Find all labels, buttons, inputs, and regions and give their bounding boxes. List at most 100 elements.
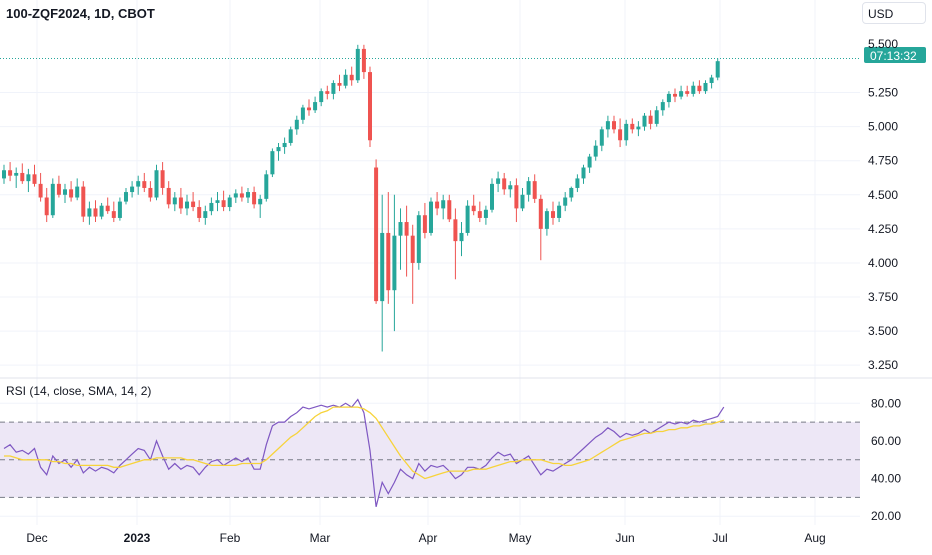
candle-body bbox=[300, 107, 305, 120]
price-tick-label: 4.750 bbox=[868, 154, 898, 168]
candle-body bbox=[282, 142, 287, 148]
candle-body bbox=[679, 91, 684, 97]
candle-body bbox=[508, 185, 513, 190]
candle-body bbox=[532, 181, 537, 199]
candle-body bbox=[81, 186, 86, 217]
rsi-line bbox=[3, 398, 725, 507]
time-tick-label: Aug bbox=[804, 531, 825, 545]
candle-body bbox=[166, 187, 171, 205]
candle-body bbox=[453, 219, 458, 242]
rsi-axis: 20.00 40.00 60.00 80.00 bbox=[871, 396, 901, 523]
candle-body bbox=[258, 198, 263, 205]
candle-body bbox=[441, 200, 446, 209]
candle-body bbox=[172, 197, 177, 205]
candle-body bbox=[660, 102, 665, 111]
time-tick-label: 2023 bbox=[124, 531, 151, 545]
rsi-tick-label: 80.00 bbox=[871, 396, 901, 410]
candle-body bbox=[514, 185, 519, 209]
candle-body bbox=[538, 198, 543, 229]
candle-body bbox=[197, 207, 202, 218]
candle-body bbox=[227, 197, 232, 208]
candle-body bbox=[551, 211, 555, 218]
candle-body bbox=[252, 192, 257, 205]
time-tick-label: Feb bbox=[220, 531, 241, 545]
price-badge-bg bbox=[864, 47, 926, 63]
candle-body bbox=[715, 61, 720, 78]
candle-body bbox=[337, 82, 342, 86]
candle-body bbox=[447, 200, 452, 220]
candle-body bbox=[136, 181, 141, 187]
price-tick-label: 3.250 bbox=[868, 358, 898, 372]
candle-body bbox=[239, 193, 244, 198]
price-tick-label: 4.000 bbox=[868, 256, 898, 270]
candle-body bbox=[8, 170, 13, 176]
candle-body bbox=[673, 93, 677, 97]
price-badge-timer: 07:13:32 bbox=[870, 49, 917, 63]
candle-body bbox=[520, 194, 525, 209]
candle-body bbox=[288, 129, 293, 143]
candle-body bbox=[697, 85, 702, 92]
candlestick-series bbox=[2, 44, 720, 352]
candle-body bbox=[178, 197, 183, 209]
candle-body bbox=[191, 201, 196, 208]
price-tick-label: 4.500 bbox=[868, 188, 898, 202]
time-tick-label: Mar bbox=[310, 531, 331, 545]
candle-body bbox=[307, 107, 311, 111]
candle-body bbox=[587, 156, 592, 168]
candle-body bbox=[154, 170, 159, 198]
symbol-title[interactable]: 100-ZQF2024, 1D, CBOT bbox=[6, 6, 155, 21]
time-tick-label: Apr bbox=[419, 531, 438, 545]
candle-body bbox=[87, 208, 92, 217]
candle-body bbox=[612, 121, 616, 130]
candle-body bbox=[185, 201, 189, 209]
candle-body bbox=[331, 82, 336, 94]
candle-body bbox=[69, 189, 74, 198]
candle-body bbox=[294, 119, 299, 130]
candle-body bbox=[605, 121, 610, 130]
candle-body bbox=[630, 123, 635, 130]
candle-body bbox=[75, 186, 80, 198]
candle-body bbox=[599, 129, 604, 146]
candle-body bbox=[581, 167, 586, 179]
candle-body bbox=[557, 205, 562, 218]
candle-body bbox=[483, 209, 488, 218]
price-tick-label: 5.000 bbox=[868, 120, 898, 134]
candle-body bbox=[105, 205, 110, 212]
candle-body bbox=[361, 48, 366, 73]
candle-body bbox=[32, 174, 37, 184]
candle-body bbox=[325, 91, 330, 94]
candle-body bbox=[319, 91, 324, 103]
candle-body bbox=[618, 129, 623, 141]
candle-body bbox=[459, 232, 464, 242]
candle-body bbox=[93, 208, 98, 217]
candle-body bbox=[569, 187, 574, 198]
rsi-tick-label: 40.00 bbox=[871, 472, 901, 486]
candle-body bbox=[398, 222, 403, 236]
candle-body bbox=[117, 201, 122, 218]
candle-body bbox=[130, 186, 135, 193]
rsi-indicator-title[interactable]: RSI (14, close, SMA, 14, 2) bbox=[6, 384, 152, 398]
candle-body bbox=[435, 201, 440, 209]
candle-body bbox=[429, 201, 433, 233]
candle-body bbox=[38, 183, 43, 198]
currency-button[interactable]: USD bbox=[862, 2, 926, 24]
candle-body bbox=[124, 192, 128, 202]
candle-body bbox=[148, 187, 153, 198]
candle-body bbox=[56, 183, 61, 195]
candle-body bbox=[374, 167, 379, 302]
candle-body bbox=[422, 215, 427, 233]
time-tick-label: Jun bbox=[615, 531, 634, 545]
candle-body bbox=[416, 215, 421, 263]
candle-body bbox=[14, 172, 19, 176]
candle-body bbox=[221, 200, 226, 208]
candle-body bbox=[648, 115, 653, 124]
candle-body bbox=[20, 172, 25, 182]
candle-body bbox=[2, 170, 6, 179]
candle-body bbox=[313, 102, 318, 111]
price-tick-label: 4.250 bbox=[868, 222, 898, 236]
candle-body bbox=[471, 205, 476, 212]
candle-body bbox=[233, 193, 238, 198]
candle-body bbox=[111, 211, 116, 218]
